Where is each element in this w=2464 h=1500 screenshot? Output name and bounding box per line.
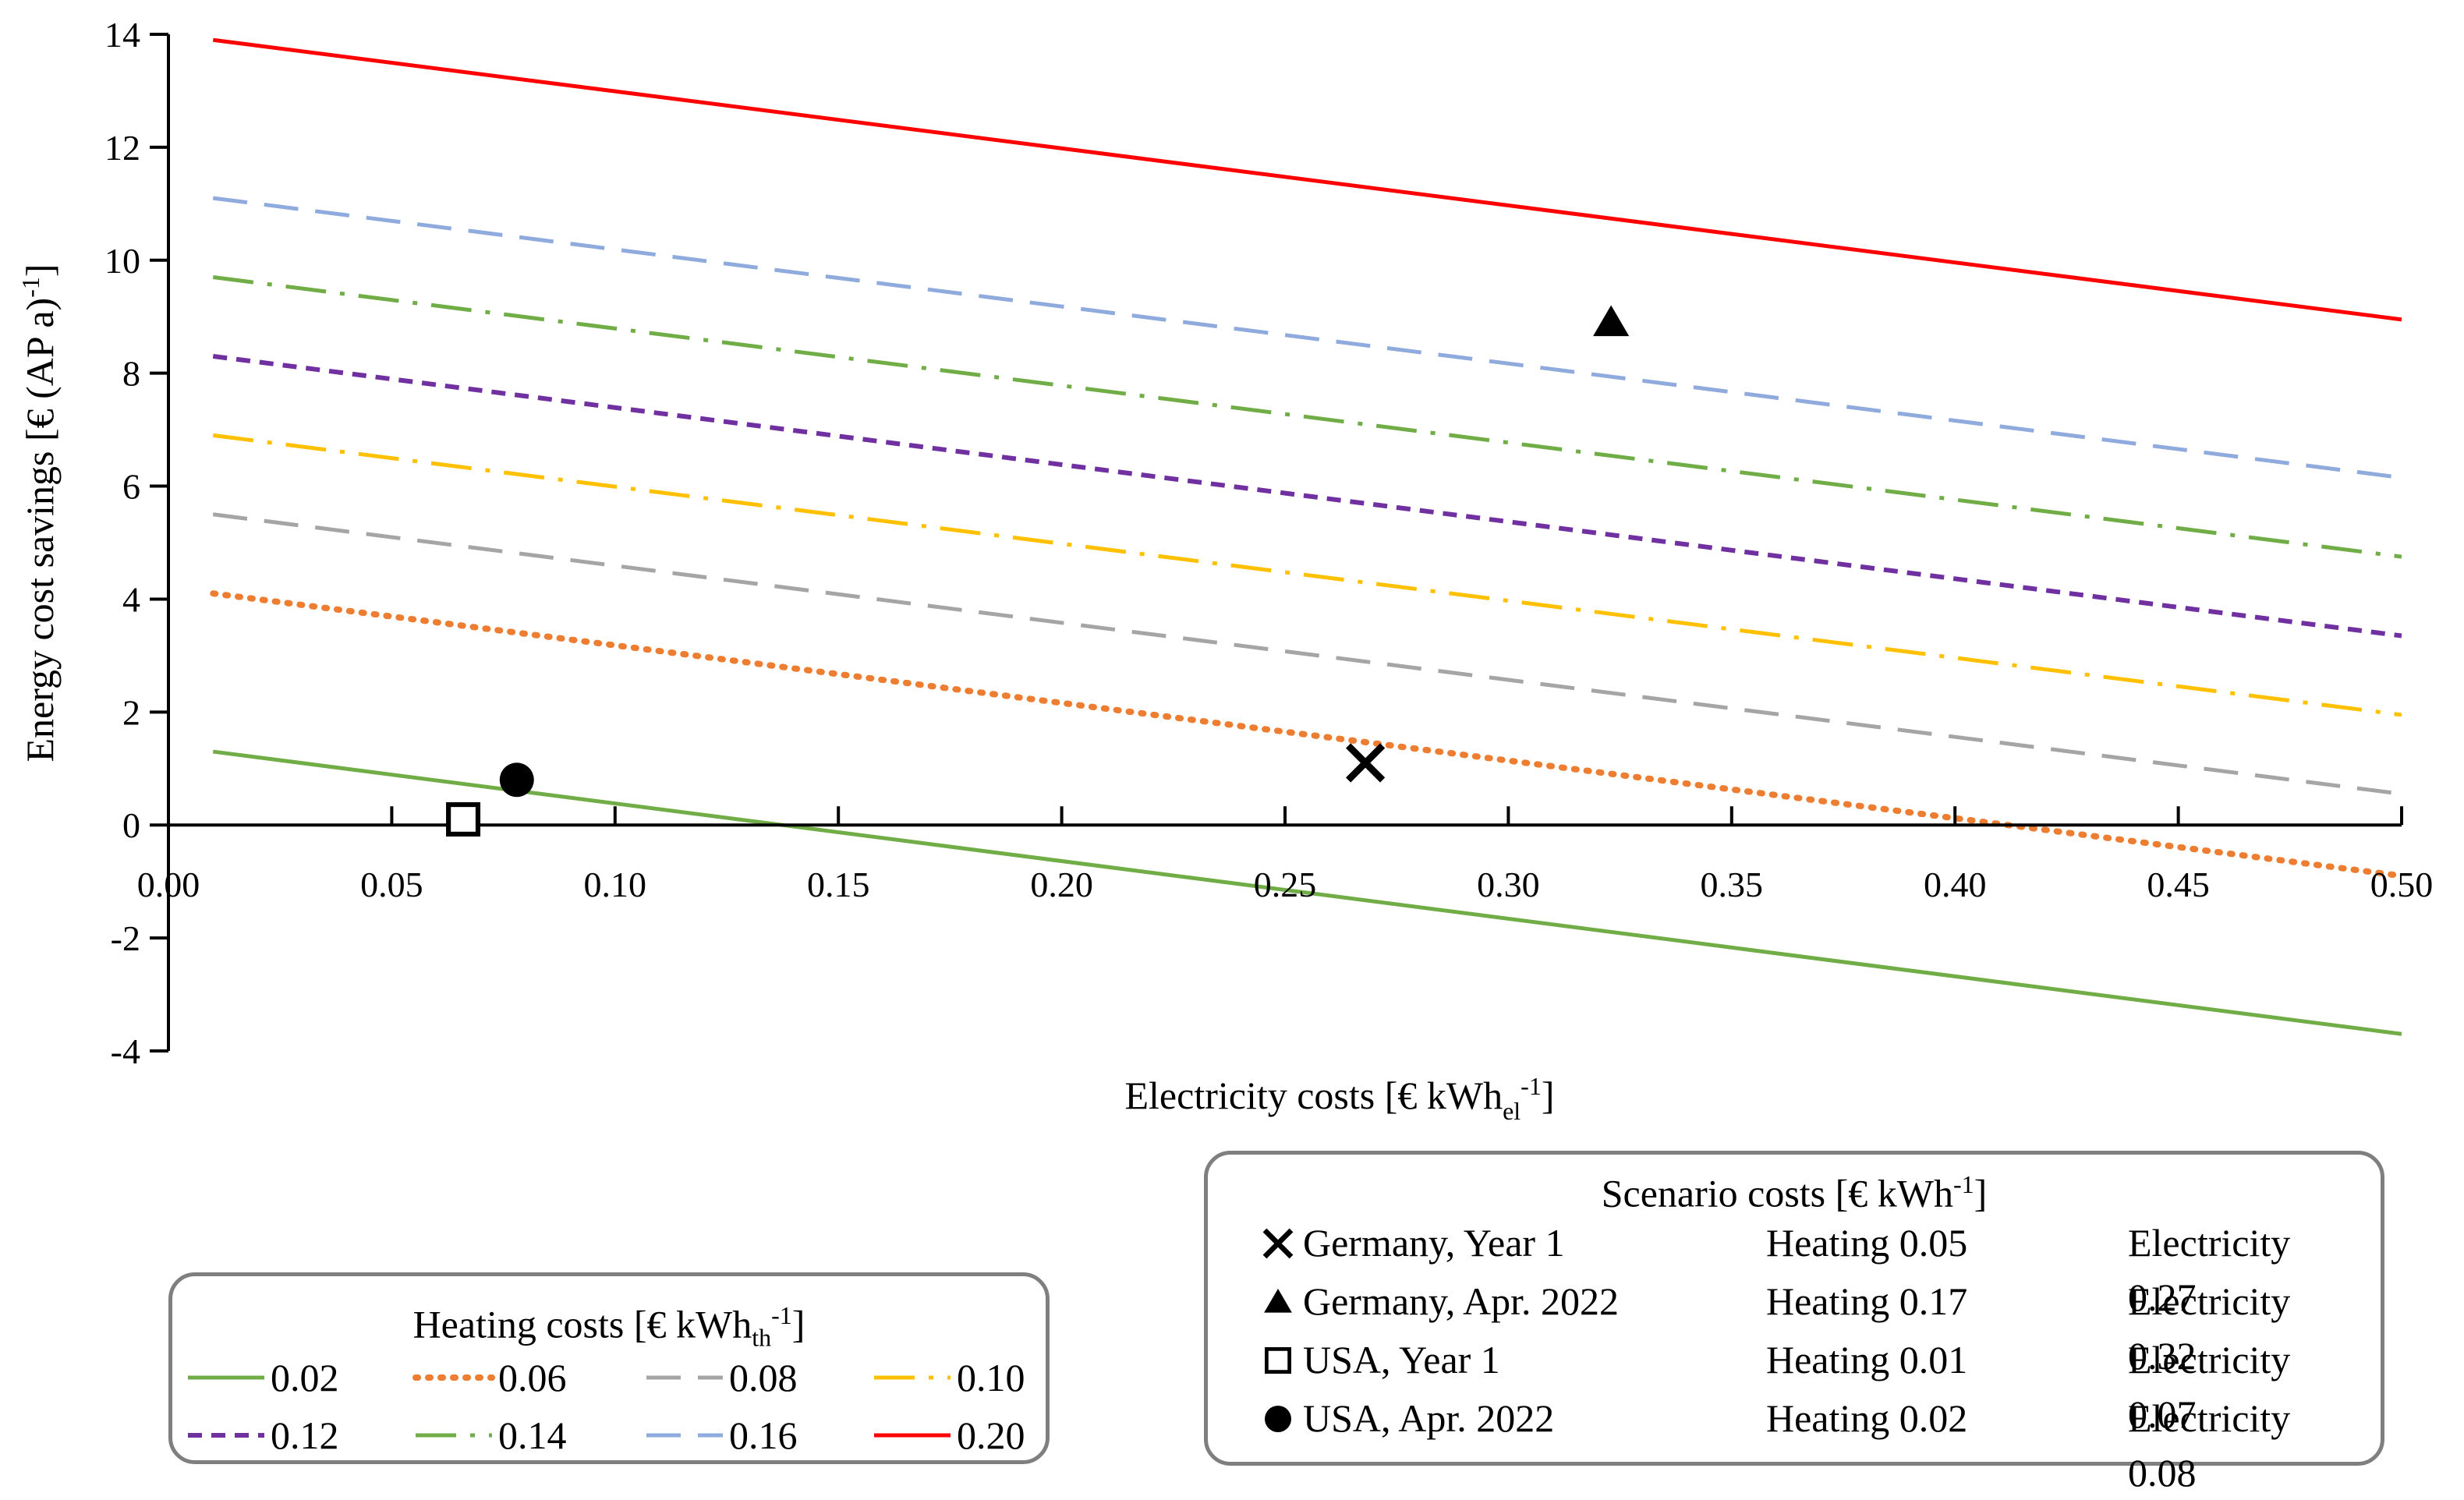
scenario-heating: Heating 0.01 bbox=[1766, 1338, 1968, 1381]
scenario-electricity: Electricity 0.32 bbox=[2128, 1279, 2291, 1378]
scenario-legend-row: USA, Apr. 2022 Heating 0.02 Electricity 0.… bbox=[1258, 1391, 2365, 1495]
scenario-marker-icon bbox=[1262, 1228, 1294, 1259]
y-tick-label: 12 bbox=[104, 128, 140, 168]
x-marker-icon bbox=[1262, 1228, 1294, 1259]
legend-line-swatch bbox=[874, 1433, 951, 1438]
x-tick-label: 0.15 bbox=[807, 865, 870, 904]
y-tick-label: 8 bbox=[122, 354, 140, 394]
y-tick-label: 4 bbox=[122, 579, 140, 619]
y-tick-label: 14 bbox=[104, 15, 140, 55]
ticks-layer: -4 -2 0 2 4 6 8 10 12 14 0.00 0.05 0.10 0.15 0.20 0.25 0… bbox=[104, 15, 2433, 1071]
series-line-0-14 bbox=[212, 275, 2402, 559]
scenario-point-germany-year-1 bbox=[1345, 743, 1386, 783]
heating-legend-label: 0.06 bbox=[498, 1356, 567, 1399]
y-tick-label: -4 bbox=[111, 1031, 140, 1071]
scenario-marker-icon bbox=[1264, 1289, 1292, 1313]
heating-legend-item-0-12: 0.12 bbox=[183, 1410, 402, 1460]
series-line-0-16 bbox=[212, 196, 2402, 480]
heating-legend-item-0-06: 0.06 bbox=[411, 1353, 629, 1403]
scenario-marker-icon bbox=[1265, 1346, 1291, 1374]
series-line-0-20 bbox=[212, 37, 2402, 322]
legend-line-swatch bbox=[188, 1433, 264, 1438]
x-tick-label: 0.10 bbox=[584, 865, 647, 904]
heating-legend-label: 0.16 bbox=[729, 1413, 798, 1457]
x-tick-label: 0.00 bbox=[137, 865, 200, 904]
y-tick-label: 0 bbox=[122, 805, 140, 845]
legend-line-swatch bbox=[646, 1433, 723, 1438]
scenario-name: USA, Year 1 bbox=[1303, 1338, 1500, 1381]
heating-legend-label: 0.12 bbox=[271, 1413, 339, 1457]
chart: -4 -2 0 2 4 6 8 10 12 14 0.00 0.05 0.10 0.15 0.20 0.25 0… bbox=[16, 15, 2433, 1125]
y-axis-title: Energy cost savings [€ (AP a)-1] bbox=[16, 264, 62, 762]
heating-legend-item-0-02: 0.02 bbox=[183, 1353, 402, 1403]
scenario-electricity: Electricity 0.27 bbox=[2128, 1221, 2291, 1319]
circle-marker-icon bbox=[1265, 1406, 1291, 1432]
heating-legend-label: 0.20 bbox=[957, 1413, 1025, 1457]
heating-legend-label: 0.02 bbox=[271, 1356, 339, 1399]
legend-line-swatch bbox=[416, 1433, 492, 1438]
heating-legend-item-0-10: 0.10 bbox=[869, 1353, 1088, 1403]
series-line-0-12 bbox=[212, 353, 2402, 639]
x-tick-label: 0.45 bbox=[2147, 865, 2210, 904]
heating-legend-label: 0.10 bbox=[957, 1356, 1025, 1399]
scenario-legend-row: Germany, Year 1 Heating 0.05 Electricity 0… bbox=[1258, 1215, 2365, 1319]
x-tick-label: 0.05 bbox=[360, 865, 423, 904]
heating-legend-label: 0.08 bbox=[729, 1356, 798, 1399]
legend-line-swatch bbox=[874, 1375, 951, 1380]
triangle-marker-icon bbox=[1264, 1289, 1292, 1313]
legend-line-swatch bbox=[412, 1374, 495, 1381]
heating-legend-item-0-14: 0.14 bbox=[411, 1410, 629, 1460]
x-tick-label: 0.50 bbox=[2370, 865, 2434, 904]
series-line-0-08 bbox=[212, 512, 2402, 796]
scenario-costs-legend: Scenario costs [€ kWh-1] Germany, Year 1… bbox=[1204, 1151, 2384, 1495]
scenario-point-usa-apr-2022 bbox=[499, 762, 534, 798]
y-tick-label: 6 bbox=[122, 467, 140, 507]
series-line-0-02 bbox=[212, 749, 2402, 1036]
series-line-0-10 bbox=[212, 433, 2402, 717]
scenario-marker-icon bbox=[1265, 1406, 1291, 1432]
scenario-name: Germany, Apr. 2022 bbox=[1303, 1279, 1620, 1323]
series-layer bbox=[210, 37, 2405, 1036]
scenario-name: USA, Apr. 2022 bbox=[1303, 1396, 1555, 1440]
scenario-heating: Heating 0.02 bbox=[1766, 1396, 1968, 1440]
heating-legend-item-0-20: 0.20 bbox=[869, 1410, 1088, 1460]
scenario-heating: Heating 0.17 bbox=[1766, 1279, 1968, 1323]
y-tick-label: 10 bbox=[104, 241, 140, 281]
x-tick-label: 0.40 bbox=[1924, 865, 1987, 904]
x-axis-title: Electricity costs [€ kWhel-1] bbox=[1125, 1072, 1555, 1125]
y-tick-label: -2 bbox=[111, 918, 140, 958]
legend-line-swatch bbox=[646, 1375, 723, 1380]
scenario-point-germany-apr-2022 bbox=[1593, 305, 1630, 337]
scenario-heating: Heating 0.05 bbox=[1766, 1221, 1968, 1265]
x-tick-label: 0.30 bbox=[1477, 865, 1540, 904]
markers-layer bbox=[446, 305, 1630, 837]
heating-legend-label: 0.14 bbox=[498, 1413, 567, 1457]
heating-legend-item-0-08: 0.08 bbox=[642, 1353, 860, 1403]
x-tick-label: 0.25 bbox=[1254, 865, 1317, 904]
y-tick-label: 2 bbox=[122, 692, 140, 732]
scenario-electricity: Electricity 0.08 bbox=[2128, 1396, 2291, 1495]
scenario-legend-row: USA, Year 1 Heating 0.01 Electricity 0.07 bbox=[1258, 1332, 2365, 1436]
x-tick-label: 0.35 bbox=[1701, 865, 1764, 904]
legend-line-swatch bbox=[188, 1375, 264, 1380]
x-tick-label: 0.20 bbox=[1030, 865, 1093, 904]
scenario-name: Germany, Year 1 bbox=[1303, 1221, 1565, 1265]
scenario-electricity: Electricity 0.07 bbox=[2128, 1338, 2291, 1436]
heating-legend-item-0-16: 0.16 bbox=[642, 1410, 860, 1460]
square-marker-icon bbox=[1265, 1346, 1291, 1374]
heating-legend-title: Heating costs [€ kWhth-1] bbox=[412, 1301, 805, 1352]
heating-costs-legend: Heating costs [€ kWhth-1] 0.02 0.06 0.08 0.… bbox=[168, 1272, 1050, 1464]
series-line-0-06 bbox=[210, 590, 2405, 879]
scenario-legend-row: Germany, Apr. 2022 Heating 0.17 Electricit… bbox=[1258, 1274, 2365, 1378]
scenario-point-usa-year-1 bbox=[446, 801, 481, 837]
scenario-legend-title: Scenario costs [€ kWh-1] bbox=[1601, 1170, 1988, 1215]
